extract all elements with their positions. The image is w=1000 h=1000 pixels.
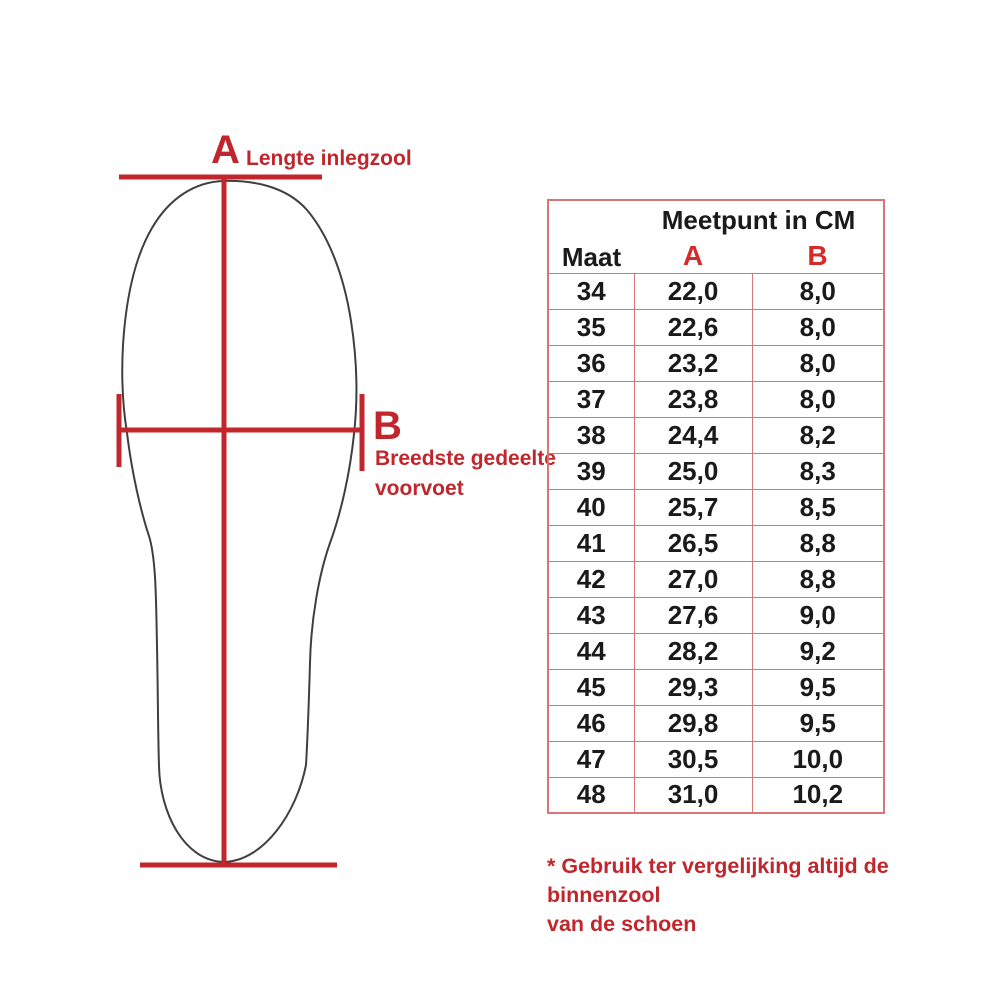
cell-maat: 44 bbox=[548, 632, 634, 669]
table-row: 41 26,5 8,8 bbox=[548, 524, 884, 561]
column-group-header: Meetpunt in CM bbox=[661, 205, 856, 235]
column-header-b: B bbox=[807, 240, 828, 271]
cell-b: 8,0 bbox=[751, 308, 884, 345]
cell-b: 8,0 bbox=[751, 344, 884, 381]
cell-b: 8,0 bbox=[751, 380, 884, 417]
cell-maat: 39 bbox=[548, 452, 634, 489]
cell-a: 25,7 bbox=[633, 488, 752, 525]
size-table: Maat Meetpunt in CM A B 34 22,0 8,0 35 2… bbox=[547, 199, 885, 814]
label-b-description-line2: voorvoet bbox=[375, 476, 464, 500]
cell-b: 9,5 bbox=[751, 668, 884, 705]
cell-maat: 35 bbox=[548, 308, 634, 345]
cell-a: 23,8 bbox=[633, 380, 752, 417]
cell-maat: 45 bbox=[548, 668, 634, 705]
cell-maat: 38 bbox=[548, 416, 634, 453]
table-row: 35 22,6 8,0 bbox=[548, 308, 884, 345]
table-row: 36 23,2 8,0 bbox=[548, 344, 884, 381]
table-row: 46 29,8 9,5 bbox=[548, 704, 884, 741]
cell-b: 10,0 bbox=[751, 740, 884, 777]
cell-a: 22,6 bbox=[633, 308, 752, 345]
table-row: 40 25,7 8,5 bbox=[548, 488, 884, 525]
cell-b: 9,5 bbox=[751, 704, 884, 741]
footnote-line-2: van de schoen bbox=[547, 912, 697, 936]
cell-a: 27,6 bbox=[633, 596, 752, 633]
cell-b: 10,2 bbox=[751, 776, 884, 813]
table-row: 42 27,0 8,8 bbox=[548, 560, 884, 597]
table-row: 34 22,0 8,0 bbox=[548, 272, 884, 309]
table-row: 48 31,0 10,2 bbox=[548, 776, 884, 813]
label-b: B bbox=[373, 404, 402, 448]
cell-a: 23,2 bbox=[633, 344, 752, 381]
cell-maat: 47 bbox=[548, 740, 634, 777]
label-b-description: Breedste gedeelte voorvoet bbox=[375, 444, 556, 503]
cell-maat: 41 bbox=[548, 524, 634, 561]
table-row: 37 23,8 8,0 bbox=[548, 380, 884, 417]
cell-a: 22,0 bbox=[633, 272, 752, 309]
cell-b: 8,0 bbox=[751, 272, 884, 309]
table-row: 43 27,6 9,0 bbox=[548, 596, 884, 633]
cell-maat: 34 bbox=[548, 272, 634, 309]
cell-a: 25,0 bbox=[633, 452, 752, 489]
table-row: 39 25,0 8,3 bbox=[548, 452, 884, 489]
column-header-a: A bbox=[682, 240, 704, 271]
cell-b: 8,2 bbox=[751, 416, 884, 453]
cell-b: 8,3 bbox=[751, 452, 884, 489]
cell-a: 30,5 bbox=[633, 740, 752, 777]
cell-a: 29,3 bbox=[633, 668, 752, 705]
table-row: 47 30,5 10,0 bbox=[548, 740, 884, 777]
cell-b: 8,8 bbox=[751, 524, 884, 561]
cell-maat: 37 bbox=[548, 380, 634, 417]
cell-a: 27,0 bbox=[633, 560, 752, 597]
size-table-header: Maat Meetpunt in CM A B bbox=[548, 200, 884, 273]
cell-a: 28,2 bbox=[633, 632, 752, 669]
label-a-description: Lengte inlegzool bbox=[246, 147, 412, 170]
table-row: 45 29,3 9,5 bbox=[548, 668, 884, 705]
cell-b: 8,8 bbox=[751, 560, 884, 597]
size-table-container: Maat Meetpunt in CM A B 34 22,0 8,0 35 2… bbox=[547, 199, 885, 814]
label-a: A bbox=[211, 128, 240, 172]
cell-maat: 48 bbox=[548, 776, 634, 813]
cell-maat: 40 bbox=[548, 488, 634, 525]
cell-b: 8,5 bbox=[751, 488, 884, 525]
cell-a: 24,4 bbox=[633, 416, 752, 453]
cell-a: 31,0 bbox=[633, 776, 752, 813]
cell-maat: 36 bbox=[548, 344, 634, 381]
label-b-description-line1: Breedste gedeelte bbox=[375, 447, 556, 470]
table-row: 38 24,4 8,2 bbox=[548, 416, 884, 453]
cell-b: 9,0 bbox=[751, 596, 884, 633]
size-table-body: 34 22,0 8,0 35 22,6 8,0 36 23,2 8,0 37 2… bbox=[548, 272, 884, 813]
cell-a: 26,5 bbox=[633, 524, 752, 561]
cell-b: 9,2 bbox=[751, 632, 884, 669]
column-header-maat: Maat bbox=[561, 241, 622, 272]
cell-maat: 43 bbox=[548, 596, 634, 633]
cell-maat: 42 bbox=[548, 560, 634, 597]
cell-maat: 46 bbox=[548, 704, 634, 741]
insole-outline bbox=[121, 179, 358, 864]
cell-a: 29,8 bbox=[633, 704, 752, 741]
footnote: * Gebruik ter vergelijking altijd de bin… bbox=[547, 852, 1000, 939]
footnote-line-1: * Gebruik ter vergelijking altijd de bin… bbox=[547, 854, 889, 907]
table-row: 44 28,2 9,2 bbox=[548, 632, 884, 669]
